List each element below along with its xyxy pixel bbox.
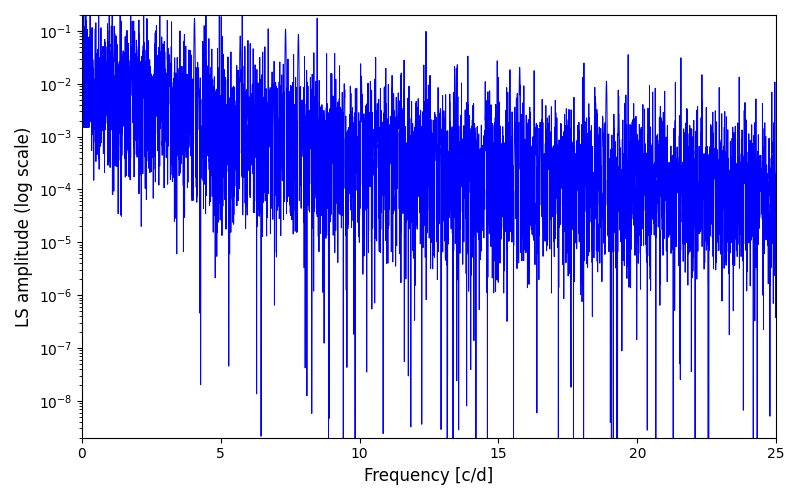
Y-axis label: LS amplitude (log scale): LS amplitude (log scale): [15, 126, 33, 326]
X-axis label: Frequency [c/d]: Frequency [c/d]: [364, 467, 494, 485]
